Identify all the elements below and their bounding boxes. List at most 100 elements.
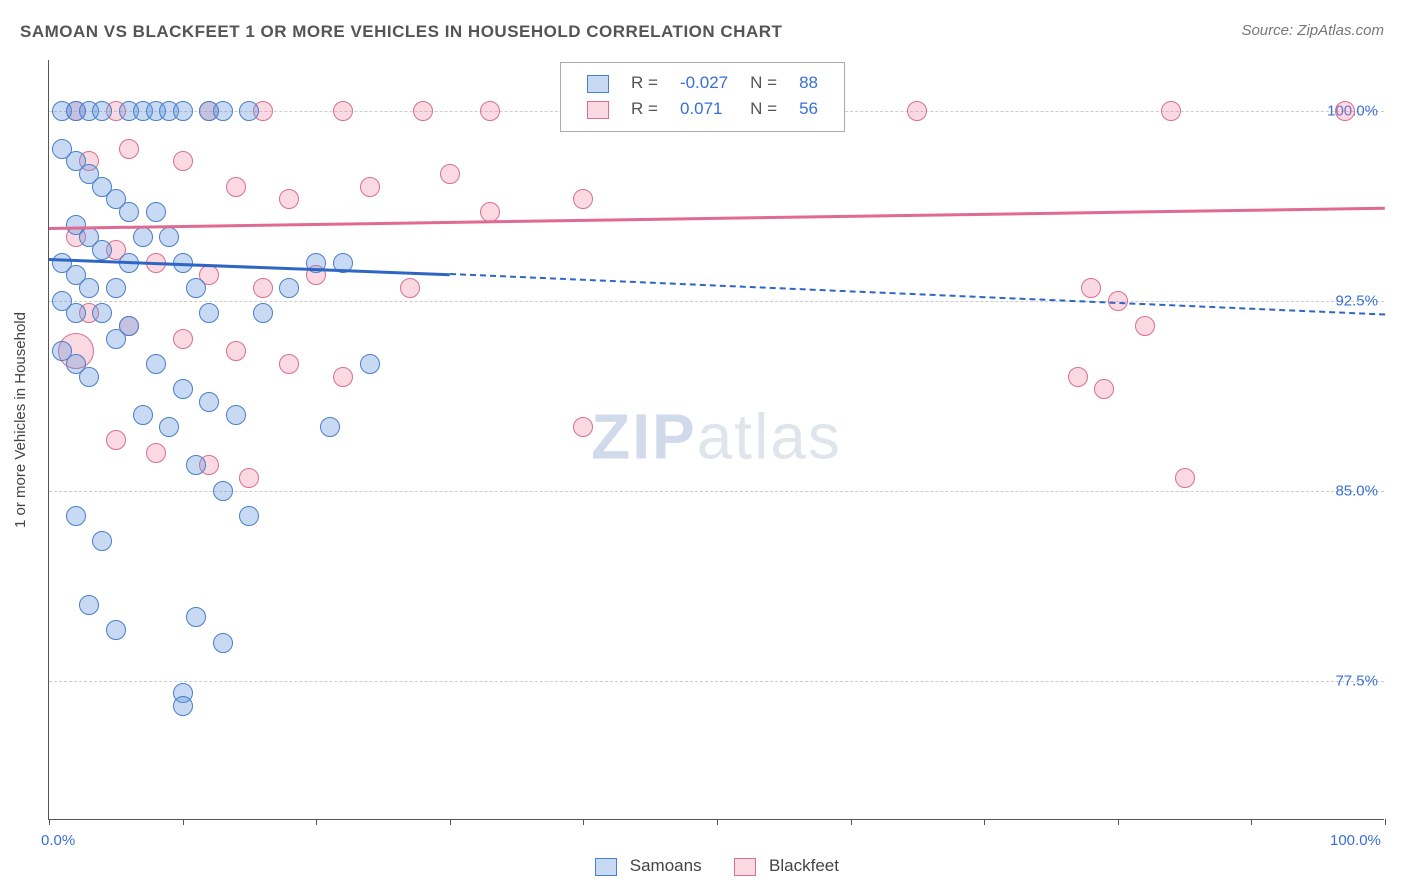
samoans-point xyxy=(92,240,112,260)
x-tick xyxy=(450,819,451,825)
blackfeet-point xyxy=(253,278,273,298)
x-tick-label: 0.0% xyxy=(41,832,75,849)
samoans-point xyxy=(92,303,112,323)
swatch-blackfeet xyxy=(734,858,756,876)
samoans-point xyxy=(79,278,99,298)
source-attribution: Source: ZipAtlas.com xyxy=(1241,22,1384,39)
samoans-point xyxy=(199,303,219,323)
trendline xyxy=(49,207,1385,230)
blackfeet-point xyxy=(1081,278,1101,298)
swatch-samoans xyxy=(595,858,617,876)
samoans-point xyxy=(92,531,112,551)
blackfeet-point xyxy=(413,101,433,121)
samoans-point xyxy=(213,633,233,653)
x-tick xyxy=(851,819,852,825)
blackfeet-point xyxy=(173,151,193,171)
samoans-point xyxy=(66,303,86,323)
samoans-point xyxy=(186,278,206,298)
x-tick xyxy=(583,819,584,825)
blackfeet-point xyxy=(333,367,353,387)
samoans-point xyxy=(119,202,139,222)
blackfeet-point xyxy=(279,189,299,209)
samoans-point xyxy=(213,481,233,501)
gridline xyxy=(49,681,1384,682)
blackfeet-point xyxy=(573,189,593,209)
blackfeet-point xyxy=(106,430,126,450)
samoans-point xyxy=(92,101,112,121)
legend-label-samoans: Samoans xyxy=(630,856,702,875)
blackfeet-point xyxy=(333,101,353,121)
samoans-point xyxy=(279,278,299,298)
watermark: ZIPatlas xyxy=(591,399,842,473)
samoans-point xyxy=(133,405,153,425)
x-tick xyxy=(717,819,718,825)
blackfeet-point xyxy=(1068,367,1088,387)
x-tick xyxy=(984,819,985,825)
samoans-point xyxy=(106,620,126,640)
blackfeet-point xyxy=(1335,101,1355,121)
samoans-point xyxy=(320,417,340,437)
blackfeet-point xyxy=(573,417,593,437)
samoans-point xyxy=(226,405,246,425)
blackfeet-point xyxy=(480,202,500,222)
x-tick xyxy=(1385,819,1386,825)
x-tick-label: 100.0% xyxy=(1330,832,1381,849)
y-axis-label: 1 or more Vehicles in Household xyxy=(12,312,29,528)
blackfeet-point xyxy=(173,329,193,349)
swatch-blackfeet xyxy=(587,101,609,119)
y-tick-label: 77.5% xyxy=(1335,672,1378,689)
samoans-point xyxy=(146,354,166,374)
samoans-point xyxy=(133,227,153,247)
samoans-point xyxy=(106,278,126,298)
chart-title: SAMOAN VS BLACKFEET 1 OR MORE VEHICLES I… xyxy=(20,22,782,42)
blackfeet-point xyxy=(239,468,259,488)
y-tick-label: 92.5% xyxy=(1335,292,1378,309)
samoans-point xyxy=(173,101,193,121)
blackfeet-point xyxy=(480,101,500,121)
correlation-legend: R = -0.027 N = 88 R = 0.071 N = 56 xyxy=(560,62,845,132)
samoans-point xyxy=(79,595,99,615)
blackfeet-point xyxy=(119,139,139,159)
blackfeet-point xyxy=(1175,468,1195,488)
trendline xyxy=(450,273,1385,316)
scatter-plot-area: ZIPatlas 77.5%85.0%92.5%100.0%0.0%100.0% xyxy=(48,60,1384,820)
x-tick xyxy=(49,819,50,825)
gridline xyxy=(49,301,1384,302)
legend-row-samoans: R = -0.027 N = 88 xyxy=(577,71,828,95)
y-tick-label: 85.0% xyxy=(1335,482,1378,499)
samoans-point xyxy=(253,303,273,323)
blackfeet-point xyxy=(279,354,299,374)
samoans-point xyxy=(119,316,139,336)
blackfeet-point xyxy=(226,341,246,361)
samoans-point xyxy=(186,607,206,627)
samoans-point xyxy=(213,101,233,121)
blackfeet-point xyxy=(360,177,380,197)
samoans-point xyxy=(239,506,259,526)
trendline xyxy=(49,258,450,276)
legend-row-blackfeet: R = 0.071 N = 56 xyxy=(577,97,828,121)
x-tick xyxy=(183,819,184,825)
blackfeet-point xyxy=(146,443,166,463)
x-tick xyxy=(1118,819,1119,825)
x-tick xyxy=(1251,819,1252,825)
blackfeet-point xyxy=(226,177,246,197)
samoans-point xyxy=(79,367,99,387)
blackfeet-point xyxy=(1135,316,1155,336)
samoans-point xyxy=(159,417,179,437)
samoans-point xyxy=(199,392,219,412)
samoans-point xyxy=(146,202,166,222)
blackfeet-point xyxy=(1161,101,1181,121)
blackfeet-point xyxy=(1094,379,1114,399)
samoans-point xyxy=(186,455,206,475)
blackfeet-point xyxy=(440,164,460,184)
series-legend: Samoans Blackfeet xyxy=(0,856,1406,876)
swatch-samoans xyxy=(587,75,609,93)
x-tick xyxy=(316,819,317,825)
samoans-point xyxy=(159,227,179,247)
blackfeet-point xyxy=(907,101,927,121)
samoans-point xyxy=(173,379,193,399)
samoans-point xyxy=(239,101,259,121)
samoans-point xyxy=(360,354,380,374)
legend-label-blackfeet: Blackfeet xyxy=(769,856,839,875)
samoans-point xyxy=(173,696,193,716)
